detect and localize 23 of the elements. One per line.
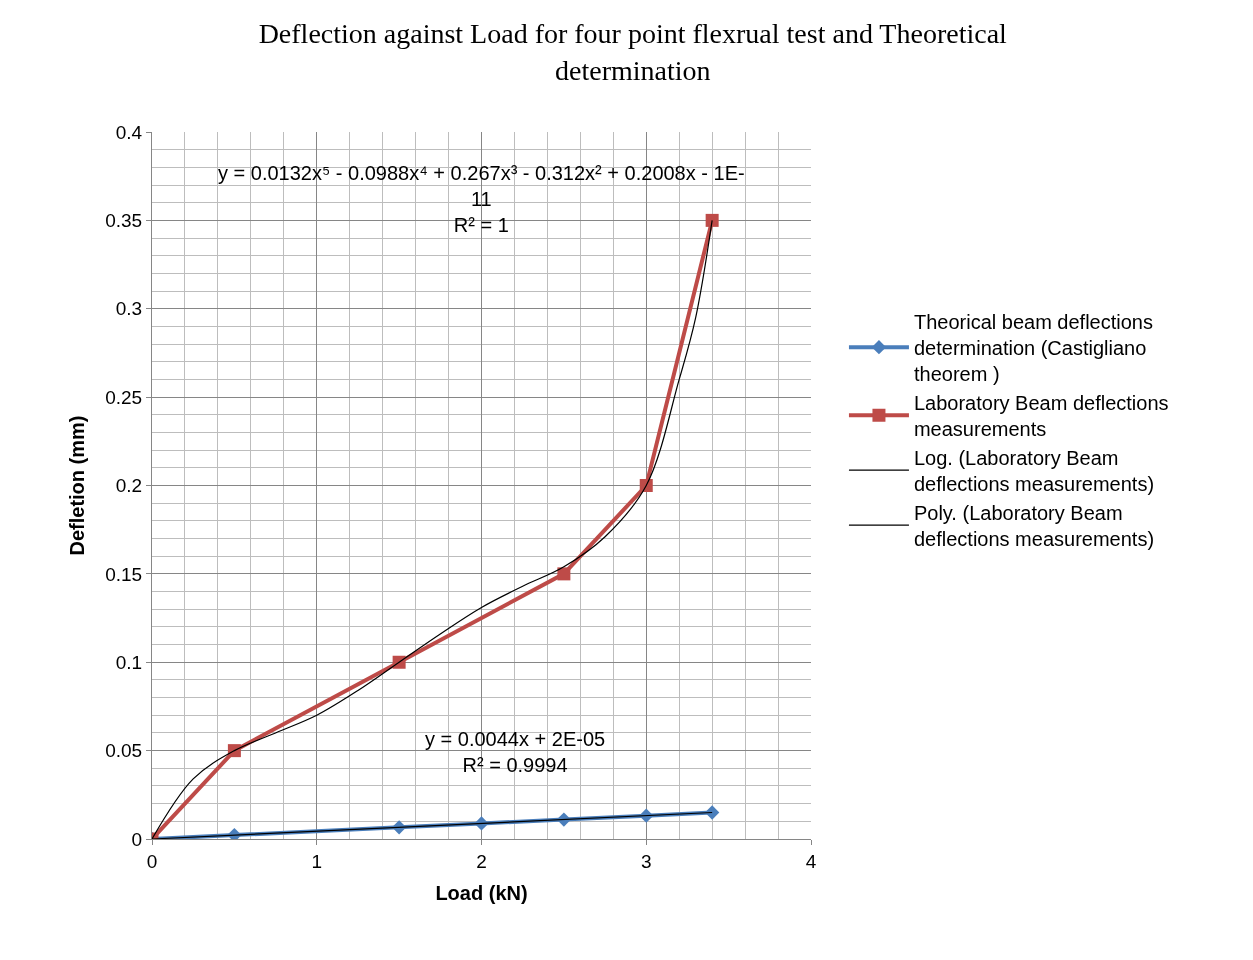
y-tick-label: 0.25	[105, 386, 143, 408]
x-tick-label: 4	[805, 850, 817, 872]
y-axis-title: Defletion (mm)	[65, 415, 88, 556]
x-axis-title: Load (kN)	[435, 882, 528, 905]
y-tick-label: 0.3	[115, 298, 143, 320]
legend-label: Theorical beam deflections determination (Castigliano theorem )	[913, 310, 1153, 385]
y-tick-label: 0.4	[115, 121, 143, 143]
y-tick-label: 0	[131, 828, 143, 850]
chart-title: Deflection against Load for four point flexrual test and Theoretical determination	[258, 18, 1008, 86]
x-tick-label: 1	[311, 850, 323, 872]
x-tick-label: 2	[476, 850, 487, 872]
annotation: y = 0.0132x⁵ - 0.0988x⁴ + 0.267x³ - 0.312x² + 0.2008x - 1E- 11 R² = 1	[218, 162, 745, 236]
y-tick-label: 0.2	[115, 475, 143, 497]
x-tick-label: 0	[146, 850, 158, 872]
y-tick-label: 0.1	[115, 651, 143, 673]
x-tick-label: 3	[640, 850, 652, 872]
y-tick-label: 0.35	[105, 210, 143, 232]
legend-label: Poly. (Laboratory Beam deflections measurements)	[913, 501, 1155, 550]
y-tick-label: 0.05	[105, 740, 143, 762]
y-tick-label: 0.15	[105, 563, 143, 585]
legend-label: Log. (Laboratory Beam deflections measurements)	[913, 446, 1155, 495]
annotation: y = 0.0044x + 2E-05 R² = 0.9994	[425, 728, 606, 776]
legend-label: Laboratory Beam deflections measurements	[913, 391, 1169, 440]
